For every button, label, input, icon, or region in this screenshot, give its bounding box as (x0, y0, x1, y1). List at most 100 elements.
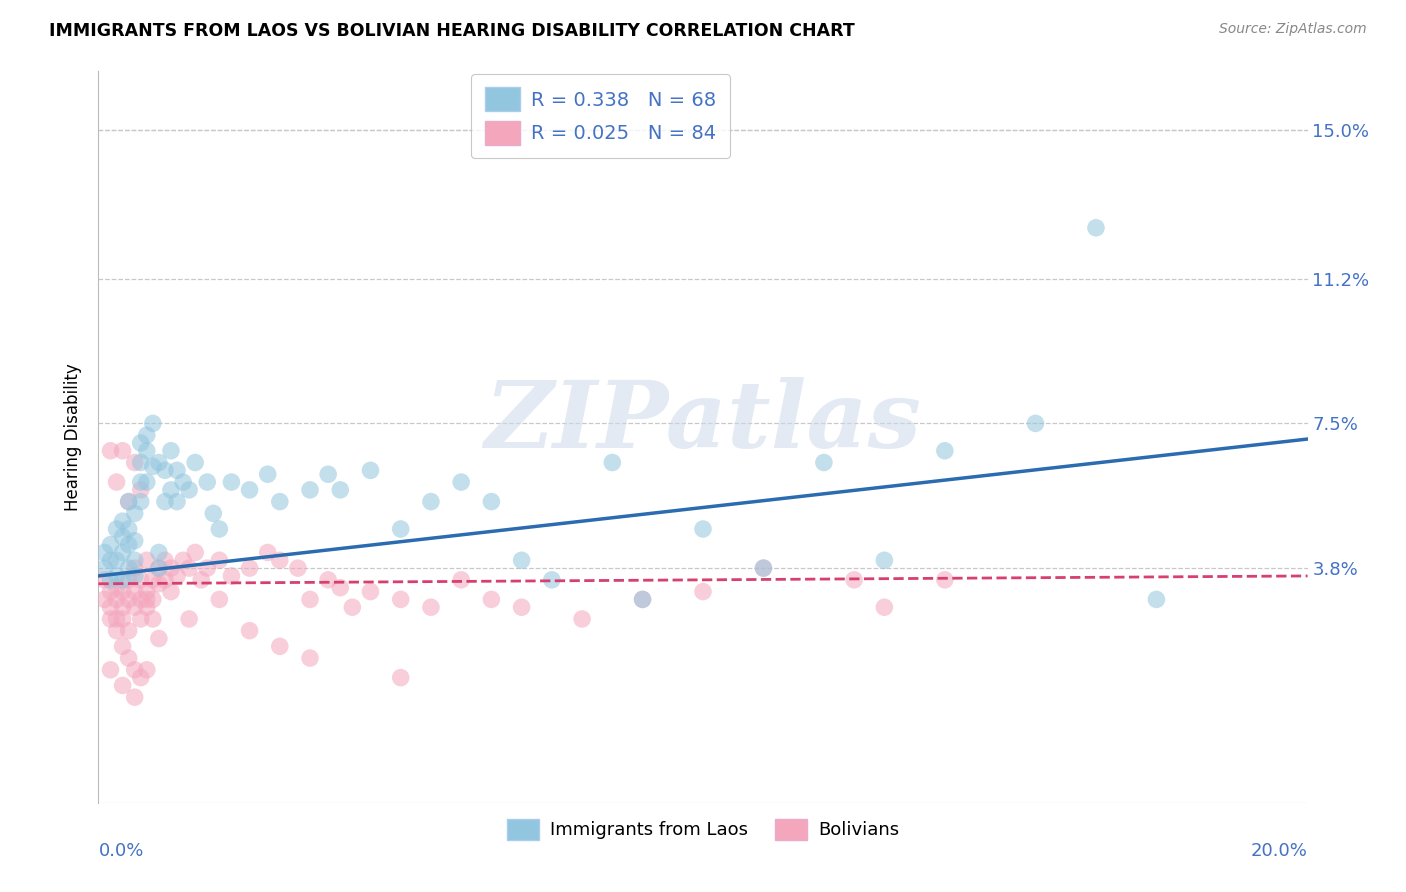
Point (239, 483, 262, 497)
Text: 0.0%: 0.0% (98, 842, 143, 860)
Point (135, 592, 157, 607)
Point (100, 538, 122, 552)
Point (208, 522, 231, 536)
Point (179, 561, 201, 575)
Text: IMMIGRANTS FROM LAOS VS BOLIVIAN HEARING DISABILITY CORRELATION CHART: IMMIGRANTS FROM LAOS VS BOLIVIAN HEARING… (49, 22, 855, 40)
Point (450, 573, 472, 587)
Point (124, 553, 146, 567)
Point (510, 553, 533, 567)
Point (316, 467, 339, 482)
Point (111, 640, 134, 654)
Point (111, 600, 134, 615)
Point (100, 584, 122, 599)
Point (316, 573, 339, 587)
Point (299, 483, 322, 497)
Point (105, 581, 128, 595)
Point (118, 494, 141, 508)
Point (166, 569, 188, 583)
Point (118, 494, 141, 508)
Point (160, 483, 183, 497)
Point (105, 624, 128, 638)
Point (329, 581, 352, 595)
Point (129, 483, 152, 497)
Point (124, 507, 146, 521)
Point (269, 640, 291, 654)
Point (873, 553, 896, 567)
Point (118, 624, 141, 638)
Point (135, 600, 157, 615)
Text: 20.0%: 20.0% (1251, 842, 1308, 860)
Text: Source: ZipAtlas.com: Source: ZipAtlas.com (1219, 22, 1367, 37)
Point (389, 671, 412, 685)
Point (172, 553, 194, 567)
Point (93, 545, 115, 559)
Point (752, 561, 775, 575)
Point (118, 573, 141, 587)
Point (135, 443, 157, 458)
Point (631, 592, 654, 607)
Point (142, 592, 165, 607)
Point (239, 624, 262, 638)
Point (752, 561, 775, 575)
Point (389, 522, 412, 536)
Point (135, 584, 157, 599)
Point (129, 436, 152, 450)
Point (239, 561, 262, 575)
Point (510, 600, 533, 615)
Point (100, 600, 122, 615)
Point (118, 592, 141, 607)
Point (184, 456, 207, 470)
Point (118, 561, 141, 575)
Point (148, 632, 170, 646)
Point (481, 592, 503, 607)
Point (124, 600, 146, 615)
Point (105, 612, 128, 626)
Point (540, 573, 562, 587)
Point (93, 561, 115, 575)
Point (481, 494, 503, 508)
Point (111, 530, 134, 544)
Point (299, 592, 322, 607)
Point (135, 428, 157, 442)
Point (269, 494, 291, 508)
Point (111, 545, 134, 559)
Point (93, 573, 115, 587)
Point (813, 456, 835, 470)
Point (148, 561, 170, 575)
Point (934, 573, 956, 587)
Point (100, 573, 122, 587)
Point (602, 456, 624, 470)
Point (129, 671, 152, 685)
Point (153, 553, 176, 567)
Point (129, 475, 152, 489)
Point (179, 483, 201, 497)
Point (148, 576, 170, 591)
Point (287, 561, 309, 575)
Point (129, 612, 152, 626)
Point (692, 584, 714, 599)
Point (135, 663, 157, 677)
Point (124, 663, 146, 677)
Point (135, 553, 157, 567)
Point (111, 443, 134, 458)
Point (420, 494, 443, 508)
Point (118, 538, 141, 552)
Point (873, 600, 896, 615)
Point (124, 690, 146, 705)
Point (256, 545, 278, 559)
Point (221, 569, 243, 583)
Point (1085, 220, 1108, 235)
Point (934, 443, 956, 458)
Point (100, 443, 122, 458)
Point (269, 553, 291, 567)
Point (190, 573, 212, 587)
Point (129, 494, 152, 508)
Point (450, 475, 472, 489)
Point (342, 600, 364, 615)
Point (105, 592, 128, 607)
Y-axis label: Hearing Disability: Hearing Disability (65, 363, 83, 511)
Point (124, 456, 146, 470)
Point (105, 569, 128, 583)
Point (179, 612, 201, 626)
Point (111, 612, 134, 626)
